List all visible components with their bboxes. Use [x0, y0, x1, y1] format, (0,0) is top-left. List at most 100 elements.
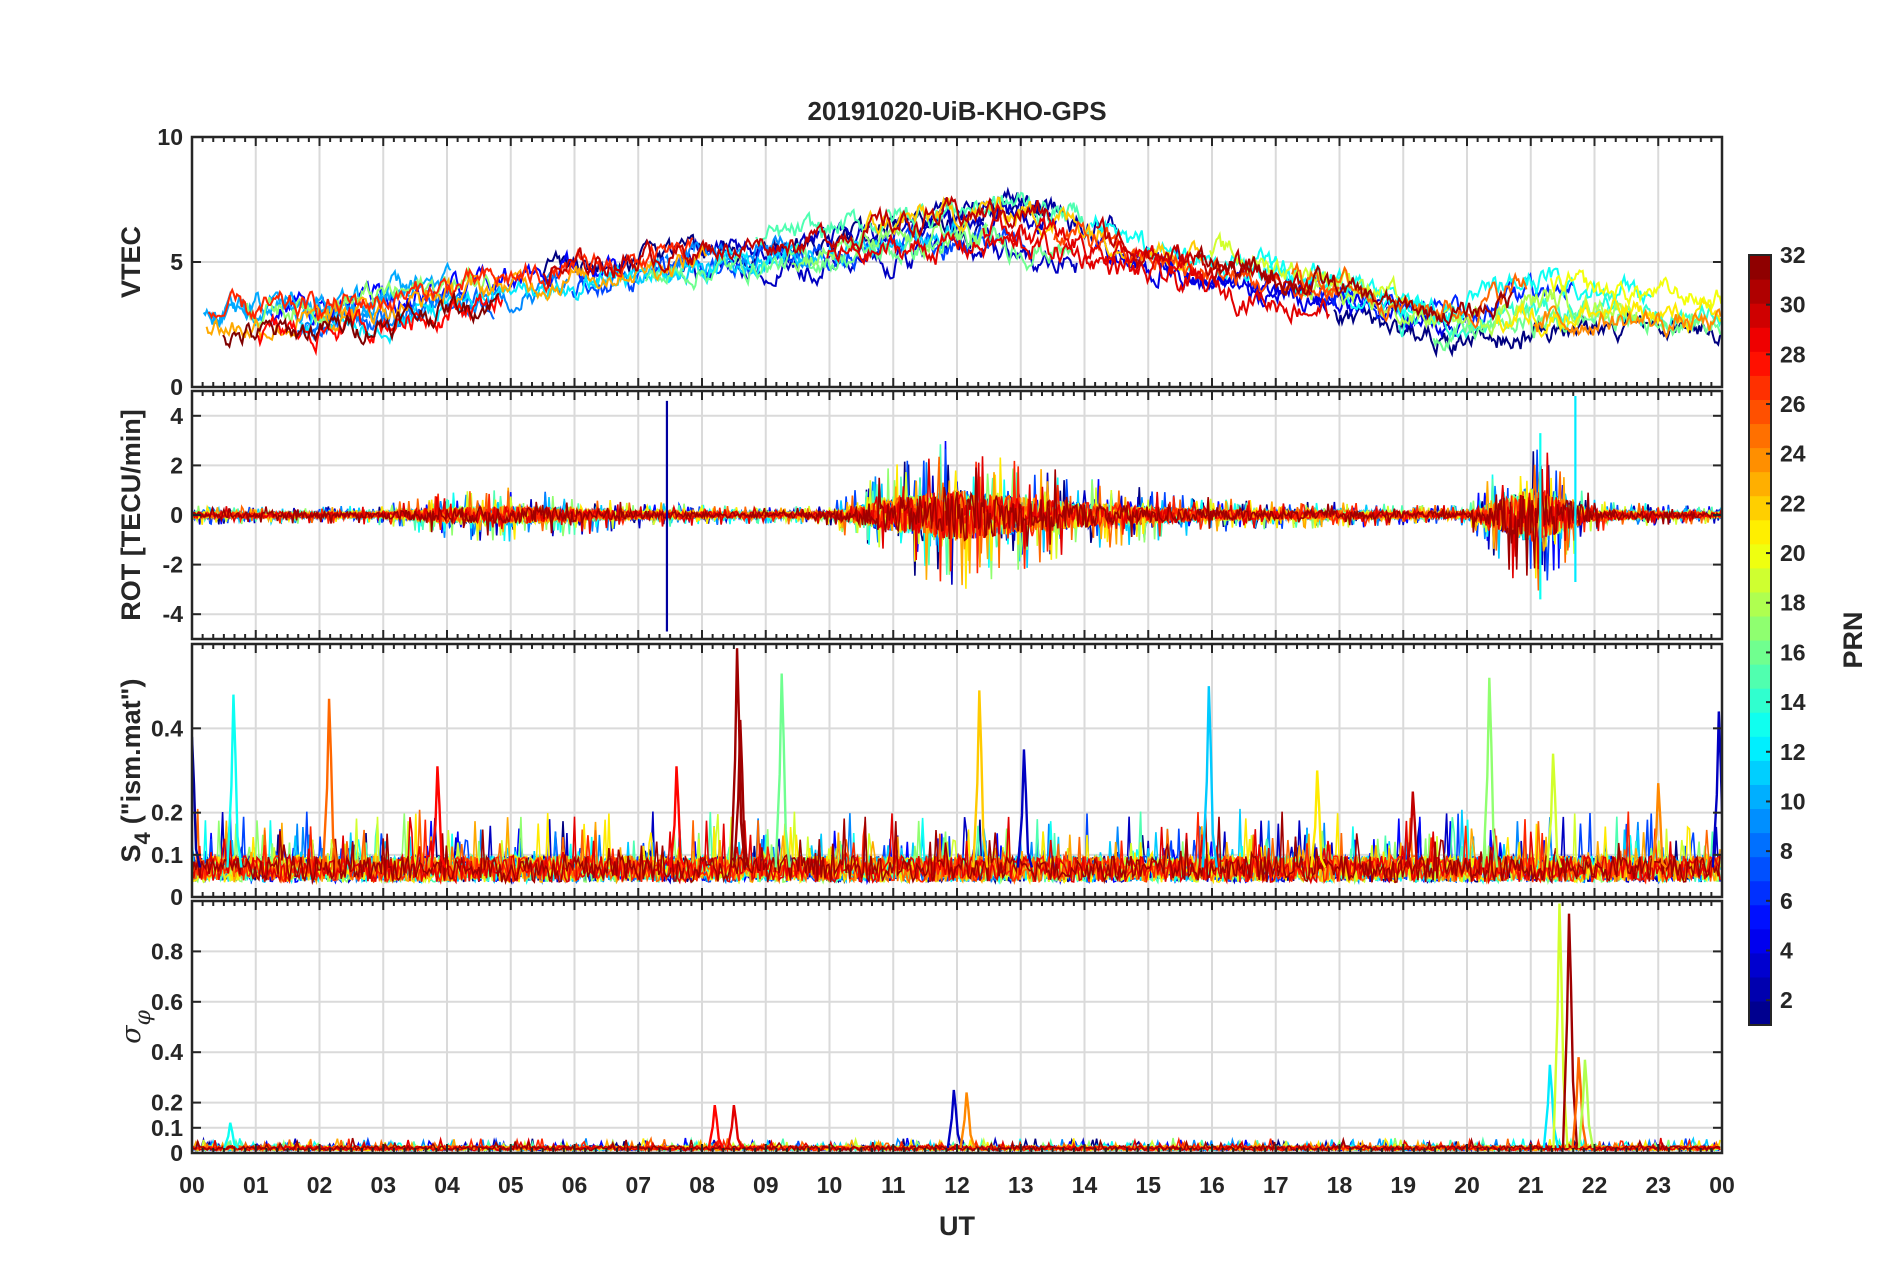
vtec-trace-prn-30 — [542, 195, 1052, 290]
spike-sigma_phi — [223, 1122, 240, 1149]
colorbar-level — [1749, 447, 1771, 473]
vtec-trace-prn-31 — [1195, 244, 1513, 327]
colorbar-tick-label: 22 — [1780, 490, 1806, 516]
colorbar-level — [1749, 375, 1771, 400]
y-tick-label: 0.6 — [151, 989, 183, 1015]
x-tick-label: 17 — [1263, 1172, 1289, 1198]
colorbar-level — [1749, 880, 1771, 906]
y-tick-label: 4 — [170, 403, 183, 429]
grid-vtec — [192, 136, 1722, 388]
x-ticks-vtec — [191, 137, 1723, 387]
colorbar-level — [1749, 615, 1771, 641]
x-tick-label: 11 — [881, 1172, 906, 1198]
colorbar-level — [1749, 832, 1771, 858]
colorbar-level — [1749, 664, 1771, 689]
colorbar-level — [1749, 279, 1771, 304]
colorbar-level — [1749, 856, 1771, 882]
spike-s4 — [1201, 686, 1219, 868]
y-tick-label: 0.2 — [151, 1090, 183, 1116]
x-axis-label: UT — [939, 1211, 975, 1241]
spike-sigma_phi — [726, 1104, 743, 1149]
x-tick-label: 07 — [625, 1172, 651, 1198]
spike-s4 — [226, 694, 243, 868]
y-axis-vtec: 0 5 10 — [157, 124, 1722, 400]
y-tick-label: 0 — [170, 884, 183, 910]
spike-s4 — [430, 766, 447, 868]
x-ticks-s4 — [191, 644, 1723, 897]
colorbar-tick-label: 4 — [1780, 937, 1793, 963]
grid-sigma_phi — [192, 901, 1722, 1153]
x-tick-label: 00 — [179, 1172, 205, 1198]
x-tick-label: 20 — [1454, 1172, 1480, 1198]
colorbar-tick-label: 26 — [1780, 391, 1806, 417]
colorbar-level — [1749, 640, 1771, 665]
spike-s4 — [1651, 783, 1668, 869]
y-axis-label-vtec: VTEC — [116, 226, 146, 298]
spike-s4 — [321, 698, 339, 868]
colorbar-level — [1749, 543, 1771, 569]
vtec-trace-prn-24 — [1533, 305, 1722, 340]
x-tick-label: 01 — [243, 1172, 269, 1198]
spike-sigma_phi — [946, 1089, 963, 1149]
spike-s4 — [1016, 749, 1034, 868]
colorbar-level — [1749, 255, 1771, 280]
colorbar-tick-label: 16 — [1780, 639, 1806, 665]
x-ticks-sigma_phi — [191, 901, 1723, 1153]
x-tick-label: 08 — [689, 1172, 715, 1198]
x-axis: 00 01 02 03 04 05 06 07 08 09 10 11 12 13 14 15 16 17 18 19… — [179, 1172, 1735, 1198]
vtec-trace-prn-29 — [826, 226, 1331, 326]
x-tick-label: 03 — [370, 1172, 396, 1198]
spike-s4 — [972, 690, 989, 868]
vtec-trace-prn-30 — [1095, 215, 1311, 296]
y-axis-sigma_phi: 00.10.2 0.4 0.6 0.8 — [151, 938, 1722, 1166]
colorbar-level — [1749, 808, 1771, 834]
spike-s4 — [774, 673, 791, 868]
y-tick-label: 0.8 — [151, 938, 183, 964]
spike-sigma_phi — [707, 1104, 724, 1149]
colorbar-level — [1749, 976, 1771, 1002]
panel-sigma_phi: 00.10.2 0.4 0.6 0.8 σφ — [116, 899, 1724, 1166]
vtec-trace-prn-27 — [207, 237, 694, 321]
colorbar-tick-label: 10 — [1780, 788, 1806, 814]
y-tick-label: 0.1 — [151, 1115, 183, 1141]
colorbar-level — [1749, 904, 1771, 930]
y-axis-label-rot: ROT [TECU/min] — [116, 409, 146, 620]
vtec-trace-prn-21 — [1495, 296, 1722, 339]
x-tick-label: 18 — [1327, 1172, 1353, 1198]
spike-s4 — [1309, 770, 1327, 868]
colorbar-level — [1749, 736, 1771, 761]
vtec-trace-prn-17 — [791, 217, 989, 274]
colorbar-level — [1749, 1000, 1771, 1026]
colorbar-level — [1749, 784, 1771, 810]
colorbar-level — [1749, 952, 1771, 978]
x-tick-label: 04 — [434, 1172, 460, 1198]
x-tick-label: 19 — [1390, 1172, 1416, 1198]
panel-vtec: 0 5 10 VTEC — [116, 124, 1724, 400]
colorbar-level — [1749, 399, 1771, 425]
colorbar-tick-label: 24 — [1780, 441, 1806, 467]
colorbar-tick-label: 28 — [1780, 341, 1806, 367]
x-tick-label: 16 — [1199, 1172, 1225, 1198]
colorbar-level — [1749, 712, 1771, 737]
traces-vtec — [202, 186, 1722, 359]
colorbar-level — [1749, 760, 1771, 785]
traces-s4 — [192, 648, 1722, 886]
y-tick-label: 0.4 — [151, 1039, 183, 1065]
spike-sigma_phi — [1561, 913, 1579, 1149]
y-tick-label: -4 — [163, 601, 184, 627]
panel-s4: 0 0.1 0.2 0.4S4("ism.mat") — [116, 642, 1724, 910]
x-tick-label: 00 — [1709, 1172, 1735, 1198]
colorbar-tick-label: 30 — [1780, 292, 1806, 318]
rot-trace-prn-31 — [192, 465, 1722, 576]
x-tick-label: 12 — [944, 1172, 970, 1198]
spike-s4 — [1482, 677, 1499, 868]
x-tick-label: 13 — [1008, 1172, 1034, 1198]
y-tick-label: 0.1 — [151, 842, 183, 868]
vtec-trace-prn-32 — [222, 290, 500, 350]
colorbar-tick-label: 14 — [1780, 689, 1806, 715]
colorbar-level — [1749, 471, 1771, 497]
rot-trace-prn-29 — [192, 452, 1722, 579]
x-ticks-rot — [191, 391, 1723, 639]
